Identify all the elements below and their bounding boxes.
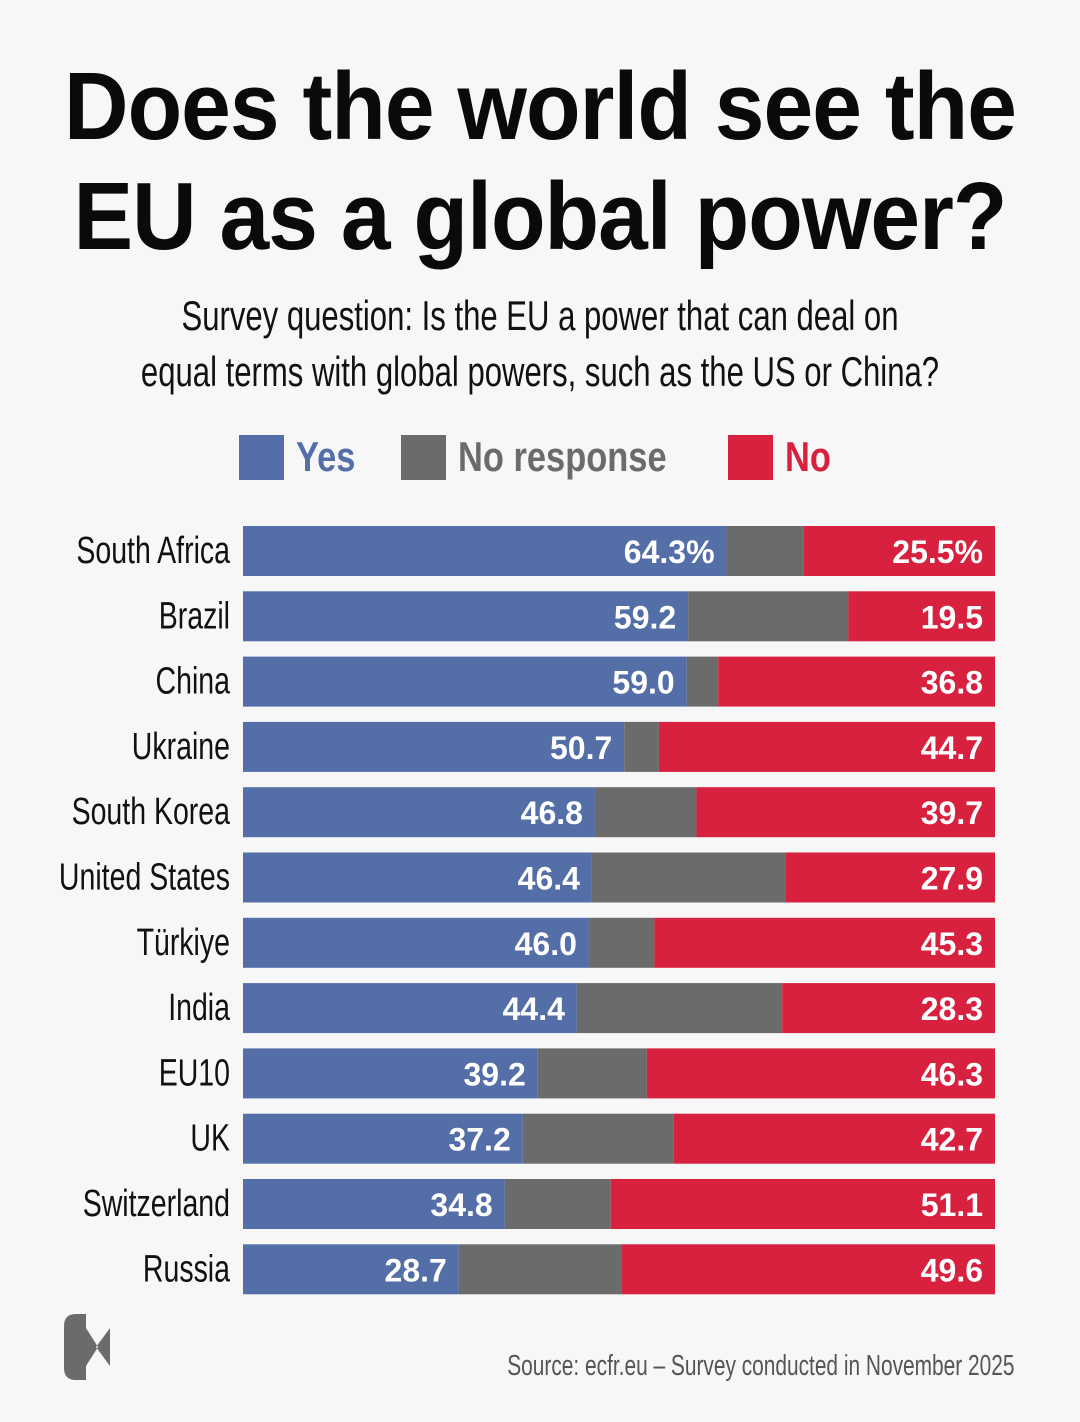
bar-no-response-russia xyxy=(458,1244,623,1295)
bar-no-south-africa xyxy=(803,526,995,576)
stacked-bar-chart: South Africa 64.3% 25.5% Brazil 59.2 19.5 Chin… xyxy=(59,526,995,1295)
bar-yes-uk xyxy=(243,1113,523,1164)
data-label-yes-india: 44.4 xyxy=(503,991,565,1027)
legend-item-no: No xyxy=(728,432,841,482)
category-label-india: India xyxy=(168,987,230,1029)
data-label-no-russia: 49.6 xyxy=(921,1252,983,1288)
category-label-south-korea: South Korea xyxy=(72,791,231,833)
bar-no-eu10 xyxy=(646,1048,995,1099)
bar-yes-china xyxy=(243,656,687,707)
data-label-no-brazil: 19.5 xyxy=(921,599,983,635)
legend-label-yes: Yes xyxy=(296,433,356,480)
bar-yes-united-states xyxy=(243,852,592,903)
legend-item-yes: Yes xyxy=(239,432,368,482)
legend: Yes No response No xyxy=(0,432,1080,482)
category-label-t-rkiye: Türkiye xyxy=(137,922,230,964)
legend-swatch-no xyxy=(728,434,773,480)
title-line-1: Does the world see the xyxy=(64,53,1017,160)
data-label-no-ukraine: 44.7 xyxy=(921,730,983,766)
title-line-2: EU as a global power? xyxy=(73,163,1008,270)
category-label-brazil: Brazil xyxy=(159,595,230,637)
data-label-yes-eu10: 39.2 xyxy=(464,1056,526,1092)
bar-no-switzerland xyxy=(610,1179,995,1229)
bar-no-response-india xyxy=(576,983,783,1034)
data-label-no-t-rkiye: 45.3 xyxy=(921,926,983,962)
category-label-china: China xyxy=(156,661,231,703)
legend-swatch-yes xyxy=(239,434,284,480)
data-label-yes-t-rkiye: 46.0 xyxy=(515,926,577,962)
chart-title: Does the world see the EU as a global po… xyxy=(0,52,1080,272)
bar-yes-south-africa xyxy=(243,526,727,576)
category-label-south-africa: South Africa xyxy=(76,530,230,572)
bar-no-ukraine xyxy=(658,721,995,772)
legend-swatch-no-response xyxy=(401,434,446,480)
bar-no-response-south-korea xyxy=(594,787,697,838)
chart-subtitle: Survey question: Is the EU a power that … xyxy=(0,288,1080,400)
legend-label-no-response: No response xyxy=(458,433,667,480)
data-label-yes-switzerland: 34.8 xyxy=(430,1187,492,1223)
bar-no-china xyxy=(718,656,995,707)
bar-no-south-korea xyxy=(696,787,995,838)
subtitle-line-1: Survey question: Is the EU a power that … xyxy=(181,292,899,339)
category-label-united-states: United States xyxy=(59,857,230,899)
data-label-yes-uk: 37.2 xyxy=(448,1122,510,1158)
data-label-no-eu10: 46.3 xyxy=(921,1056,983,1092)
data-label-no-united-states: 27.9 xyxy=(921,861,983,897)
data-label-yes-ukraine: 50.7 xyxy=(550,730,612,766)
data-label-no-south-africa: 25.5% xyxy=(892,534,983,570)
bar-yes-south-korea xyxy=(243,787,595,838)
bar-no-response-south-africa xyxy=(726,526,804,576)
bar-no-response-uk xyxy=(522,1113,674,1164)
data-label-yes-brazil: 59.2 xyxy=(614,599,676,635)
data-label-yes-south-africa: 64.3% xyxy=(624,534,715,570)
bar-no-russia xyxy=(622,1244,995,1295)
data-label-no-china: 36.8 xyxy=(921,665,983,701)
data-label-no-india: 28.3 xyxy=(921,991,983,1027)
data-label-yes-united-states: 46.4 xyxy=(518,861,580,897)
bar-yes-russia xyxy=(243,1244,459,1295)
bar-no-brazil xyxy=(848,591,995,642)
bar-no-t-rkiye xyxy=(654,917,995,968)
bar-no-uk xyxy=(673,1113,995,1164)
ecfr-logo xyxy=(64,1314,110,1380)
category-label-russia: Russia xyxy=(143,1248,230,1290)
bar-yes-brazil xyxy=(243,591,689,642)
bar-yes-t-rkiye xyxy=(243,917,589,968)
subtitle-line-2: equal terms with global powers, such as … xyxy=(140,348,940,395)
data-label-yes-russia: 28.7 xyxy=(385,1252,447,1288)
bar-no-response-eu10 xyxy=(537,1048,647,1099)
category-label-eu10: EU10 xyxy=(159,1053,230,1095)
bar-no-response-china xyxy=(686,656,719,707)
category-label-uk: UK xyxy=(190,1118,230,1160)
bar-no-india xyxy=(782,983,995,1034)
bar-no-response-united-states xyxy=(591,852,786,903)
data-label-yes-south-korea: 46.8 xyxy=(521,795,583,831)
source-note: Source: ecfr.eu – Survey conducted in No… xyxy=(506,1350,1014,1382)
bar-no-response-switzerland xyxy=(504,1179,611,1229)
category-label-switzerland: Switzerland xyxy=(83,1183,230,1225)
bar-yes-eu10 xyxy=(243,1048,538,1099)
category-label-ukraine: Ukraine xyxy=(132,726,230,768)
bar-yes-switzerland xyxy=(243,1179,505,1229)
data-label-no-switzerland: 51.1 xyxy=(921,1187,983,1223)
bar-no-response-brazil xyxy=(688,591,849,642)
data-label-no-uk: 42.7 xyxy=(921,1122,983,1158)
legend-label-no: No xyxy=(785,433,831,480)
bar-yes-ukraine xyxy=(243,721,625,772)
data-label-no-south-korea: 39.7 xyxy=(921,795,983,831)
legend-item-no-response: No response xyxy=(401,432,712,482)
bar-no-response-ukraine xyxy=(624,721,659,772)
data-label-yes-china: 59.0 xyxy=(612,665,674,701)
bar-yes-india xyxy=(243,983,577,1034)
bar-no-united-states xyxy=(785,852,995,903)
bar-no-response-t-rkiye xyxy=(588,917,655,968)
